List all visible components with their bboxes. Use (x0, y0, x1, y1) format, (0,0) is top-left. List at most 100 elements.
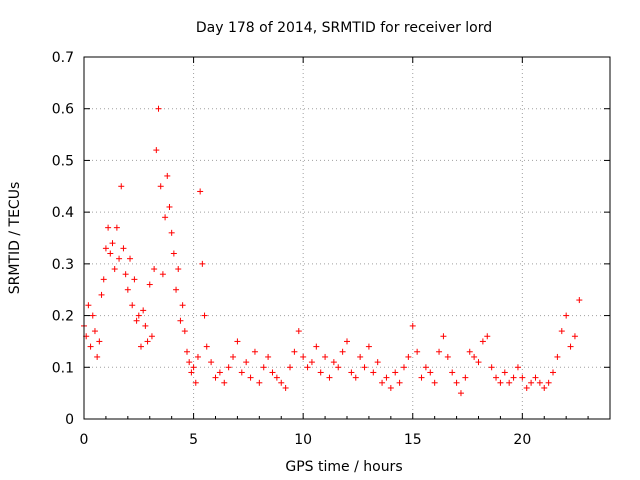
data-point (251, 348, 258, 355)
y-tick-label: 0 (65, 412, 74, 428)
data-point (166, 203, 173, 210)
data-point (260, 364, 267, 371)
data-point (352, 374, 359, 381)
data-point (111, 266, 118, 273)
x-axis-label: GPS time / hours (285, 459, 402, 475)
data-point (493, 374, 500, 381)
y-tick-label: 0.1 (52, 360, 74, 376)
data-point (124, 286, 131, 293)
data-point (170, 250, 177, 257)
data-point (85, 302, 92, 309)
data-point (322, 353, 329, 360)
data-point (440, 333, 447, 340)
data-point (295, 328, 302, 335)
data-point (135, 312, 142, 319)
data-point (188, 369, 195, 376)
data-point (414, 348, 421, 355)
data-point (168, 229, 175, 236)
data-point (541, 384, 548, 391)
data-point (422, 364, 429, 371)
data-point (344, 338, 350, 345)
data-point (113, 224, 120, 231)
data-point (109, 240, 116, 247)
data-point (427, 369, 434, 376)
y-tick-label: 0.7 (52, 50, 74, 66)
data-point (153, 147, 160, 154)
data-point (449, 369, 456, 376)
data-point (199, 260, 206, 267)
data-point (190, 364, 197, 371)
data-point (120, 245, 127, 252)
y-tick-label: 0.6 (52, 102, 74, 118)
data-point (554, 353, 561, 360)
data-point (392, 369, 399, 376)
data-point (514, 364, 521, 371)
data-point (471, 353, 478, 360)
data-point (269, 369, 276, 376)
data-point (91, 328, 98, 335)
data-point (247, 374, 254, 381)
data-point (194, 353, 201, 360)
x-tick-label: 15 (404, 432, 422, 448)
data-point (383, 374, 390, 381)
data-point (157, 183, 164, 190)
data-point (326, 374, 333, 381)
data-point (159, 271, 166, 278)
data-point (203, 343, 210, 350)
data-point (100, 276, 107, 283)
data-points (81, 105, 583, 397)
data-point (151, 266, 158, 273)
data-point (96, 338, 103, 345)
data-point (374, 359, 381, 366)
chart-title: Day 178 of 2014, SRMTID for receiver lor… (196, 20, 492, 36)
data-point (304, 364, 311, 371)
data-point (370, 369, 377, 376)
data-point (453, 379, 460, 386)
data-point (102, 245, 109, 252)
data-point (348, 369, 355, 376)
grid-lines (84, 57, 610, 419)
data-point (162, 214, 169, 221)
data-point (436, 348, 443, 355)
data-point (387, 384, 394, 391)
data-point (563, 312, 570, 319)
data-point (225, 364, 232, 371)
data-point (466, 348, 473, 355)
x-tick-labels: 0 5 10 15 20 (80, 432, 532, 448)
data-point (400, 364, 407, 371)
x-tick-label: 10 (294, 432, 312, 448)
data-point (510, 374, 517, 381)
data-point (122, 271, 129, 278)
data-point (98, 291, 105, 298)
data-point (396, 379, 403, 386)
data-point (184, 348, 191, 355)
data-point (536, 379, 543, 386)
data-point (528, 379, 535, 386)
data-point (278, 379, 285, 386)
data-point (335, 364, 342, 371)
data-point (243, 359, 250, 366)
x-tick-label: 0 (80, 432, 89, 448)
data-point (164, 172, 171, 179)
data-point (144, 338, 151, 345)
data-point (131, 276, 138, 283)
data-point (475, 359, 482, 366)
data-point (137, 343, 144, 350)
data-point (501, 369, 508, 376)
data-point (146, 281, 153, 288)
y-tick-label: 0.5 (52, 153, 74, 169)
data-point (234, 338, 241, 345)
data-point (155, 105, 162, 112)
data-point (256, 379, 263, 386)
data-point (519, 374, 526, 381)
data-point (221, 379, 228, 386)
data-point (317, 369, 324, 376)
data-point (140, 307, 147, 314)
data-point (488, 364, 495, 371)
data-point (576, 297, 583, 304)
data-point (201, 312, 208, 319)
data-point (148, 333, 155, 340)
data-point (127, 255, 134, 262)
data-point (523, 384, 530, 391)
